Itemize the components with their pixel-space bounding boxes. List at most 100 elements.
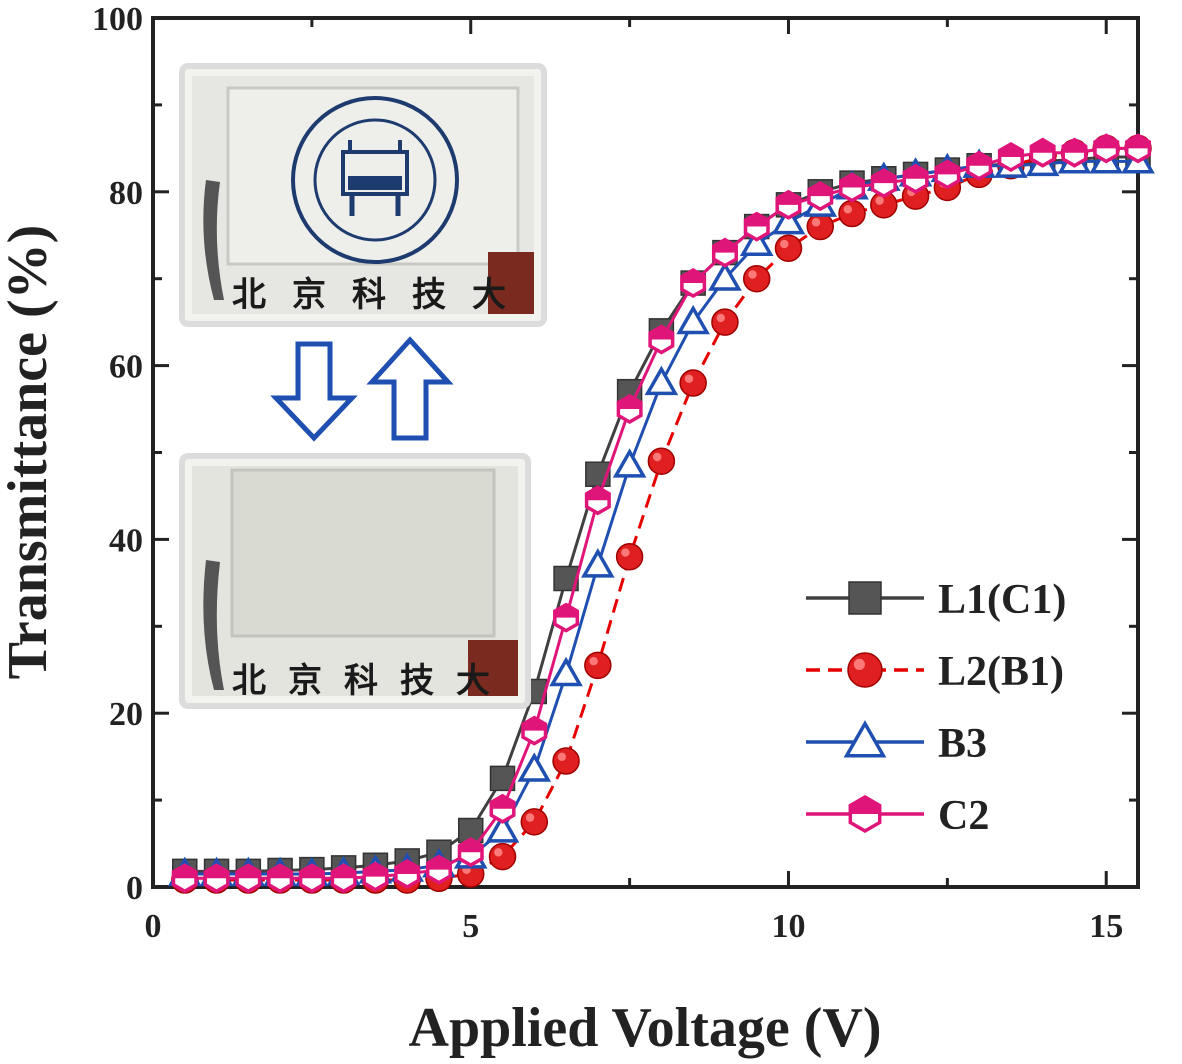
data-point-fill <box>618 396 641 416</box>
data-point-fill <box>554 604 578 625</box>
data-point-highlight <box>716 313 725 323</box>
y-tick-label: 0 <box>126 870 143 907</box>
data-point <box>612 448 647 478</box>
data-point <box>838 199 866 228</box>
data-point-fill <box>872 170 896 190</box>
university-seal-icon <box>291 96 459 264</box>
data-point <box>549 656 583 687</box>
data-point-fill <box>491 795 514 816</box>
legend-marker <box>848 581 882 615</box>
data-point-fill <box>999 144 1023 164</box>
data-point <box>711 308 739 336</box>
inset-photo-transparent: 北京科技大 <box>179 63 547 327</box>
data-point-fill <box>427 856 451 877</box>
series-layer <box>167 133 1155 894</box>
inset-photo-opaque: 北京科技大 <box>179 453 531 709</box>
y-tick-label: 60 <box>109 349 143 386</box>
data-point-fill <box>777 191 800 212</box>
data-point <box>676 304 710 335</box>
data-point-fill <box>268 865 292 885</box>
y-axis-title: Transmittance (%) <box>0 225 59 680</box>
data-point <box>774 234 803 263</box>
data-point-fill <box>840 174 864 194</box>
data-point <box>581 548 615 578</box>
axes-layer: 0 5 10 15 0 20 40 60 80 100 <box>92 1 1140 945</box>
data-point <box>615 543 644 571</box>
data-point-highlight <box>589 657 598 666</box>
data-point <box>742 264 771 293</box>
inset-photos: 北京科技大 北京科技大 <box>179 63 547 709</box>
legend-marker <box>847 652 883 688</box>
legend-entry: C2 <box>806 793 989 839</box>
data-point-fill <box>713 239 737 260</box>
data-point <box>771 204 806 235</box>
x-tick-label: 10 <box>771 908 805 945</box>
data-point <box>517 752 552 782</box>
data-point-fill <box>205 865 228 885</box>
data-point-fill <box>173 865 196 885</box>
data-point-fill <box>681 270 705 290</box>
legend-label: L2(B1) <box>938 649 1064 695</box>
data-point-highlight <box>780 239 789 249</box>
data-point-fill <box>364 863 387 884</box>
data-point <box>806 212 835 241</box>
data-point-highlight <box>748 270 757 279</box>
data-point <box>552 747 580 775</box>
data-point-highlight <box>684 374 694 383</box>
top-photo-caption: 北京科技大 <box>232 275 532 315</box>
data-point-highlight <box>843 205 853 214</box>
data-point <box>679 369 707 397</box>
legend-label: C2 <box>938 793 989 839</box>
data-point-fill <box>395 861 419 881</box>
data-point <box>485 813 520 843</box>
data-point-fill <box>650 326 673 346</box>
legend-label: B3 <box>938 721 987 767</box>
x-axis-title: Applied Voltage (V) <box>409 997 882 1059</box>
series-3 <box>171 133 1152 894</box>
data-point-fill <box>523 717 546 738</box>
data-point-fill <box>459 839 482 859</box>
data-point-highlight <box>811 218 821 227</box>
y-tick-label: 20 <box>109 696 143 733</box>
data-point-fill <box>745 213 768 234</box>
data-point-highlight <box>621 548 630 557</box>
legend-label: L1(C1) <box>938 577 1066 623</box>
data-point-fill <box>237 865 260 885</box>
data-point <box>647 447 676 475</box>
data-point-highlight <box>525 813 535 822</box>
data-point-highlight <box>557 752 567 761</box>
data-point-fill <box>904 165 927 186</box>
data-point-fill <box>936 161 959 181</box>
y-tick-label: 100 <box>92 1 143 38</box>
data-point-highlight <box>875 196 884 205</box>
data-point-fill <box>300 865 324 885</box>
legend-entry: L2(B1) <box>806 649 1064 695</box>
legend-entry: L1(C1) <box>806 577 1066 623</box>
data-point-fill <box>1063 139 1086 160</box>
legend-entry: B3 <box>806 720 987 767</box>
y-tick-label: 40 <box>109 522 143 559</box>
bottom-photo-caption: 北京科技大 <box>232 661 512 701</box>
data-point <box>584 651 612 680</box>
data-point-fill <box>809 183 832 203</box>
data-point <box>488 842 517 871</box>
data-point-fill <box>332 865 355 885</box>
x-tick-label: 15 <box>1089 908 1123 945</box>
data-point-highlight <box>494 848 503 857</box>
data-point-fill <box>1031 139 1054 160</box>
x-tick-label: 0 <box>145 908 162 945</box>
data-point <box>739 226 774 257</box>
legend-marker-fill <box>850 797 880 823</box>
y-tick-label: 80 <box>109 175 143 212</box>
data-point-fill <box>1126 135 1150 155</box>
data-point-fill <box>1095 135 1118 155</box>
legend: L1(C1) L2(B1) B3 C2 <box>806 577 1066 839</box>
down-arrow-icon <box>270 341 358 442</box>
up-arrow-icon <box>366 336 454 441</box>
data-point-highlight <box>652 452 662 462</box>
x-tick-label: 5 <box>462 908 479 945</box>
data-point <box>520 808 549 836</box>
legend-marker <box>843 720 887 758</box>
